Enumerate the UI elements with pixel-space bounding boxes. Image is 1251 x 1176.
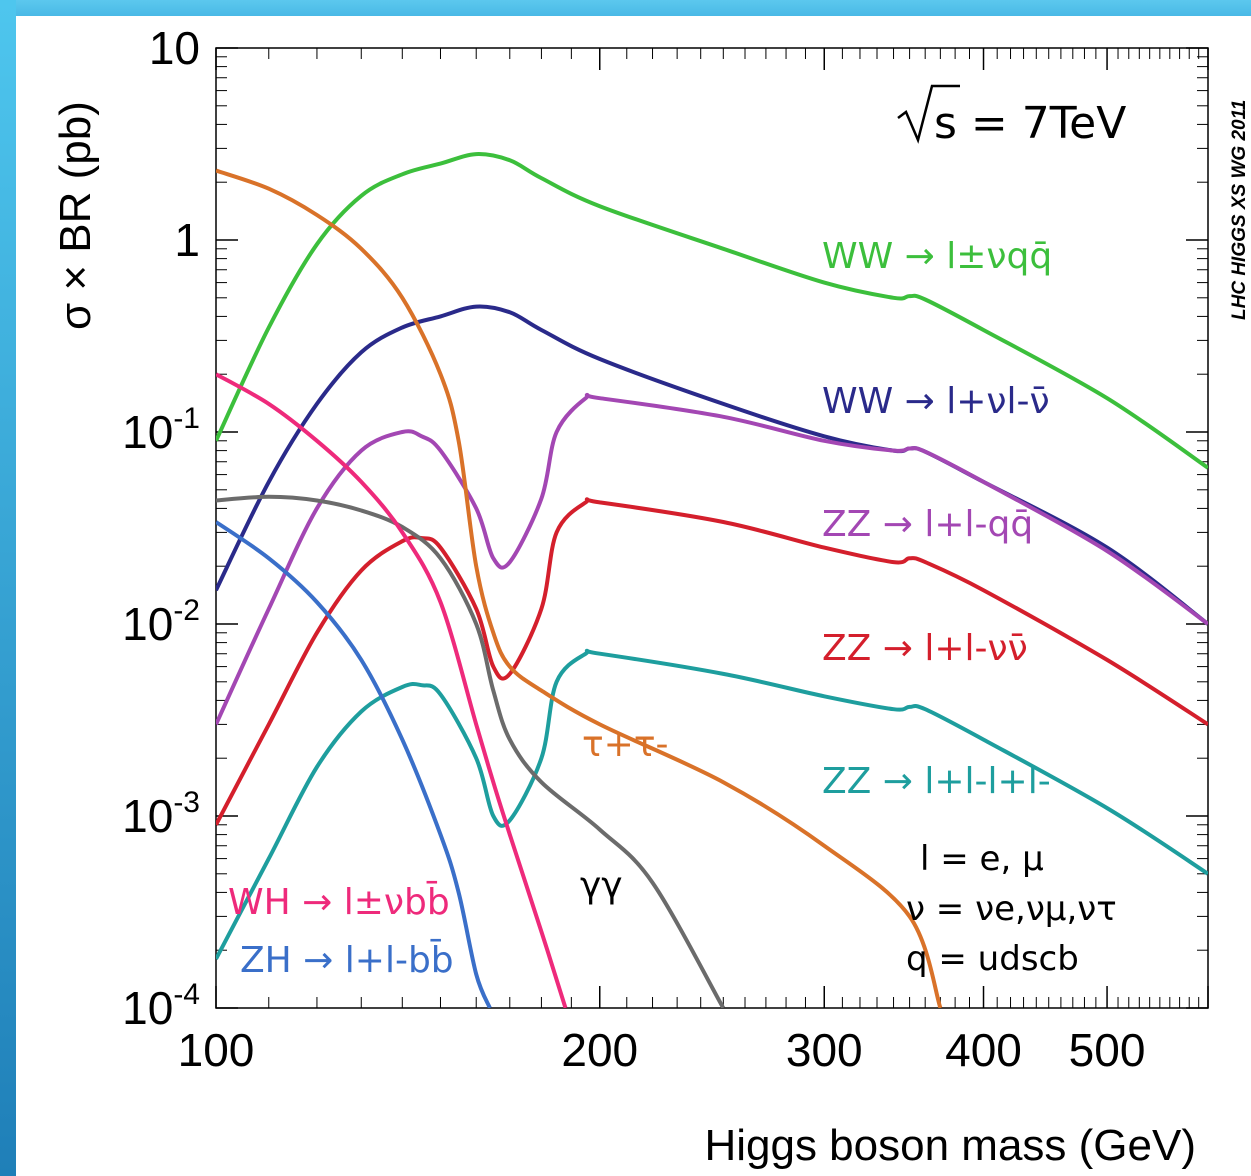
series-line-2 [216,392,1208,726]
y-tick-exponent: -3 [173,786,200,819]
energy-label-text: s = 7TeV [934,98,1126,149]
y-tick-label: 10-3 [122,786,200,842]
x-tick-label: 400 [945,1024,1022,1076]
y-tick-base: 10 [149,22,200,74]
y-tick-label: 10-2 [122,594,200,650]
label-ww-lvqq: WW → l±νqq̄ [822,236,1052,277]
series-labels: WW → l±νqq̄ WW → l+νl-ν̄ ZZ → l+l-qq̄ ZZ… [228,236,1052,981]
y-tick-base: 10 [122,982,173,1034]
x-tick-label: 500 [1069,1024,1146,1076]
x-tick-label: 300 [786,1024,863,1076]
label-zz-llqq: ZZ → l+l-qq̄ [822,504,1033,545]
series-line-6 [216,494,726,1008]
x-axis-title: Higgs boson mass (GeV) [704,1121,1196,1170]
note-lepton: l = e, μ [920,839,1044,879]
curve-group [216,152,1208,1008]
x-tick-label: 100 [178,1024,255,1076]
y-tick-base: 10 [122,406,173,458]
series-line-1 [216,304,1208,626]
series-line-7 [216,372,568,1008]
series-line-5 [216,168,943,1008]
y-tick-base: 1 [174,214,200,266]
y-tick-label: 1 [174,214,200,266]
series-line-4 [216,648,1208,960]
label-wh-lvbb: WH → l±νbb̄ [228,880,450,923]
credit-label: LHC HIGGS XS WG 2011 [1229,100,1250,320]
y-tick-label: 10-1 [122,402,200,458]
series-line-8 [216,520,492,1008]
plot-frame [215,47,1209,1009]
label-zh-llbb: ZH → l+l-bb̄ [240,938,454,981]
energy-label: s = 7TeV [897,84,1126,149]
y-tick-label: 10-4 [122,978,200,1034]
note-neutrino: ν = νe,νμ,ντ [906,889,1117,929]
y-tick-exponent: -2 [173,594,200,627]
x-tick-label: 200 [561,1024,638,1076]
label-tautau: τ+τ- [582,724,669,765]
sqrt-sign-icon [897,84,960,144]
x-tick-labels: 100 200 300 400 500 [178,1024,1146,1076]
y-tick-exponent: -1 [173,402,200,435]
label-gammagamma: γγ [580,865,623,906]
y-tick-base: 10 [122,598,173,650]
y-tick-base: 10 [122,790,173,842]
y-tick-label: 10 [149,22,200,74]
note-quark: q = udscb [906,939,1079,979]
slide-left-bar [0,0,16,1176]
series-line-3 [216,497,1208,826]
label-ww-lvlv: WW → l+νl-ν̄ [822,381,1050,422]
legend-notes: l = e, μ ν = νe,νμ,ντ q = udscb [906,839,1117,979]
series-line-0 [216,152,1208,470]
slide-top-bar [0,0,1251,16]
label-zz-llll: ZZ → l+l-l+l- [822,761,1051,802]
y-tick-exponent: -4 [173,978,200,1011]
label-zz-llvv: ZZ → l+l-νν̄ [822,628,1028,669]
y-axis-title: σ × BR (pb) [51,101,100,330]
